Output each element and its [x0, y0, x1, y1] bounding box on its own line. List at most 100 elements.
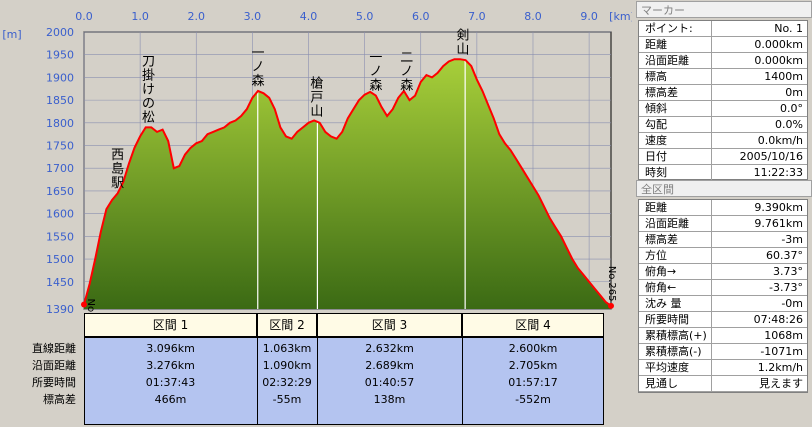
peak-label-char: 西	[111, 148, 124, 163]
info-value: -3.73°	[769, 281, 803, 294]
x-tick-label: 7.0	[468, 10, 486, 23]
info-value: 11:22:33	[753, 166, 803, 179]
info-key: 標高差	[645, 86, 678, 99]
peak-label-char: ノ	[369, 65, 382, 80]
info-key: 標高差	[645, 233, 678, 246]
segment-divider	[257, 337, 258, 425]
info-row: 標高 1400m	[639, 69, 807, 85]
segment-header[interactable]: 区間 3	[317, 313, 462, 337]
info-row: ポイント: No. 1	[639, 21, 807, 37]
segment-cell: 2.705km	[508, 359, 558, 372]
end-point-marker	[608, 302, 614, 309]
info-key: 傾斜	[645, 102, 667, 115]
info-row: 累積標高(-) -1071m	[639, 344, 807, 360]
column-divider	[711, 21, 712, 181]
start-point-marker	[81, 301, 87, 308]
segment-cell: 1.063km	[262, 342, 312, 355]
peak-label-char: 一	[369, 51, 382, 66]
segment-cell: 1.090km	[262, 359, 312, 372]
y-tick-label: 1550	[46, 230, 74, 243]
segment-cell: 2.600km	[508, 342, 558, 355]
peak-label-char: 森	[251, 74, 264, 89]
marker-panel: ポイント: No. 1 距離 0.000km 沿面距離 0.000km 標高 1400m 標高差…	[638, 20, 808, 181]
peak-label-char: ノ	[251, 60, 264, 75]
info-key: 速度	[645, 134, 667, 147]
info-row: 累積標高(+) 1068m	[639, 328, 807, 344]
info-row: 俯角← -3.73°	[639, 280, 807, 296]
segment-row-elev-diff: 標高差 466m -55m 138m -552m	[0, 391, 632, 408]
info-key: 時刻	[645, 166, 667, 179]
elevation-profile-svg[interactable]: 0.0 1.0 2.0 3.0 4.0 5.0 6.0 7.0 8.0 9.0 [km] 2000 19…	[0, 0, 632, 313]
info-key: 勾配	[645, 118, 667, 131]
segment-header[interactable]: 区間 4	[462, 313, 604, 337]
segment-header[interactable]: 区間 2	[257, 313, 317, 337]
info-key: 俯角→	[645, 265, 677, 278]
segment-row-time: 所要時間 01:37:43 02:32:29 01:40:57 01:57:17	[0, 374, 632, 391]
segment-cell: 01:37:43	[145, 376, 196, 389]
row-label: 標高差	[43, 393, 76, 406]
y-tick-label: 1700	[46, 162, 74, 175]
row-label: 直線距離	[32, 342, 76, 355]
info-row: 沿面距離 0.000km	[639, 53, 807, 69]
segment-cell: -55m	[272, 393, 302, 406]
info-key: 累積標高(-)	[645, 345, 702, 358]
info-key: 沈み 量	[645, 297, 682, 310]
y-unit-label: [m]	[2, 28, 21, 41]
info-key: 距離	[645, 38, 667, 51]
segment-cell: 138m	[373, 393, 406, 406]
column-divider	[711, 200, 712, 392]
info-key: 沿面距離	[645, 217, 689, 230]
segment-cell: 01:57:17	[508, 376, 558, 389]
info-key: 所要時間	[645, 313, 689, 326]
x-tick-label: 5.0	[356, 10, 374, 23]
info-key: 俯角←	[645, 281, 677, 294]
info-row: 距離 9.390km	[639, 200, 807, 216]
elevation-chart: 0.0 1.0 2.0 3.0 4.0 5.0 6.0 7.0 8.0 9.0 [km] 2000 19…	[0, 0, 632, 425]
info-value: 0.0km/h	[757, 134, 803, 147]
info-key: 方位	[645, 249, 667, 262]
info-value: 0.0°	[780, 102, 803, 115]
total-panel: 距離 9.390km 沿面距離 9.761km 標高差 -3m 方位 60.37° 俯角→ 3.7…	[638, 199, 808, 393]
end-point-label: No.265	[606, 266, 617, 302]
segment-cell: 3.276km	[146, 359, 195, 372]
info-key: 標高	[645, 70, 667, 83]
info-row: 時刻 11:22:33	[639, 165, 807, 181]
info-value: 0.000km	[754, 54, 803, 67]
peak-label-char: 山	[456, 43, 469, 58]
info-row: 俯角→ 3.73°	[639, 264, 807, 280]
info-value: 0.0%	[775, 118, 803, 131]
segment-cell: 02:32:29	[262, 376, 312, 389]
peak-label-char: 二	[400, 51, 413, 66]
info-key: 日付	[645, 150, 667, 163]
info-key: 沿面距離	[645, 54, 689, 67]
peak-label-char: 戸	[310, 91, 323, 106]
segment-header[interactable]: 区間 1	[84, 313, 257, 337]
info-value: 0m	[785, 86, 803, 99]
info-row: 方位 60.37°	[639, 248, 807, 264]
peak-label-char: 山	[310, 105, 323, 120]
segment-row-straight: 直線距離 3.096km 1.063km 2.632km 2.600km	[0, 340, 632, 357]
y-tick-label: 1950	[46, 49, 74, 62]
info-value: 0.000km	[754, 38, 803, 51]
y-tick-label: 1450	[46, 276, 74, 289]
info-value: -3m	[781, 233, 803, 246]
peak-label-char: 槍	[310, 77, 323, 92]
info-value: 9.390km	[754, 201, 803, 214]
x-tick-label: 8.0	[524, 10, 542, 23]
info-value: 1068m	[764, 329, 803, 342]
info-value: 3.73°	[773, 265, 803, 278]
peak-label-char: 松	[142, 110, 155, 125]
x-tick-label: 0.0	[75, 10, 93, 23]
peak-label-char: 森	[369, 79, 382, 94]
info-row: 標高差 0m	[639, 85, 807, 101]
segment-cell: 2.689km	[365, 359, 414, 372]
info-row: 沈み 量 -0m	[639, 296, 807, 312]
info-row: 距離 0.000km	[639, 37, 807, 53]
y-tick-label: 1390	[46, 303, 74, 313]
y-tick-label: 1600	[46, 208, 74, 221]
peak-label-char: 刀	[142, 54, 155, 69]
y-tick-label: 1800	[46, 117, 74, 130]
y-tick-label: 1650	[46, 185, 74, 198]
y-tick-label: 1500	[46, 253, 74, 266]
info-row: 速度 0.0km/h	[639, 133, 807, 149]
